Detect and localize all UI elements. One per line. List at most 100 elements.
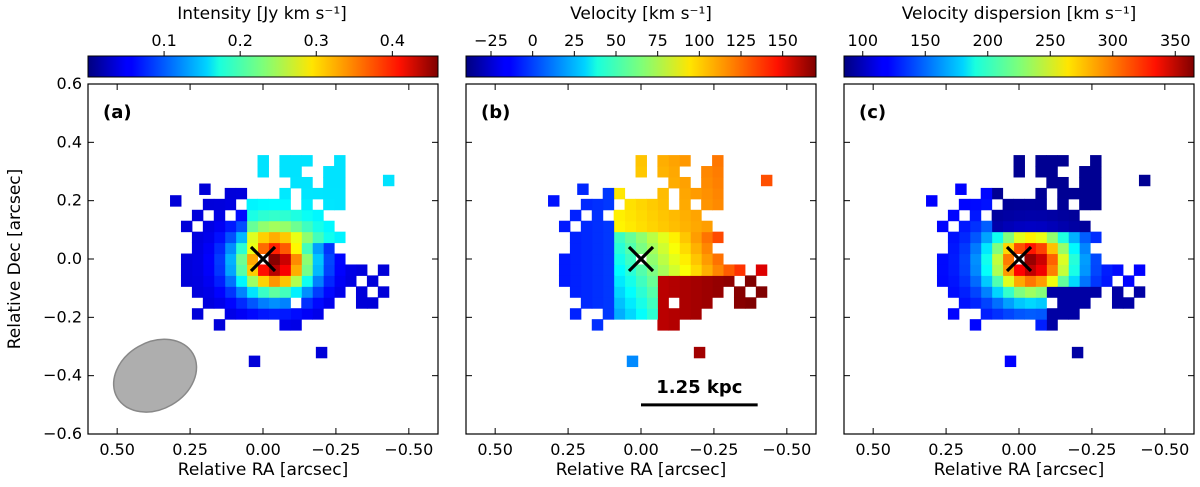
heatmap-cell — [701, 253, 713, 265]
heatmap-cell — [613, 242, 626, 255]
x-tick-label: −0.50 — [1140, 440, 1189, 459]
heatmap-cell — [301, 231, 313, 244]
beam-ellipse — [112, 338, 198, 413]
heatmap-cell — [668, 220, 680, 233]
heatmap-cell — [624, 209, 637, 222]
heatmap-cell — [345, 275, 357, 287]
heatmap-cell — [268, 231, 280, 244]
heatmap-cell — [323, 275, 335, 287]
heatmap-cell — [577, 183, 589, 195]
colorbar-label-a: Intensity [Jy km s⁻¹] — [177, 4, 347, 24]
heatmap-cell — [602, 275, 615, 287]
heatmap-cell — [290, 264, 302, 276]
panel-c: Velocity dispersion [km s⁻¹] 100 150 200 25… — [843, 4, 1195, 480]
heatmap-cell — [635, 286, 647, 298]
heatmap-cell — [301, 286, 313, 298]
heatmap-cell — [213, 220, 226, 233]
heatmap-cell — [657, 155, 669, 167]
heatmap-cell — [580, 231, 593, 244]
heatmap-cell — [679, 242, 691, 255]
heatmap-cell — [1057, 242, 1069, 255]
heatmap-cell — [224, 198, 237, 211]
heatmap-cell — [224, 187, 237, 200]
heatmap-cell — [991, 209, 1004, 222]
heatmap-cell — [701, 176, 713, 189]
x-tick-label: −0.25 — [311, 440, 360, 459]
heatmap-cell — [1013, 198, 1025, 211]
heatmap-cell — [1024, 253, 1036, 265]
heatmap-cell — [301, 275, 313, 287]
heatmap-cell — [257, 264, 269, 276]
heatmap-cell — [290, 166, 302, 178]
heatmap-cell — [224, 286, 237, 298]
colorbar-tick-label: −25 — [474, 31, 508, 50]
heatmap-cell — [1068, 253, 1080, 265]
heatmap-cell — [712, 231, 724, 244]
heatmap-cell — [624, 253, 637, 265]
colorbar-tick-label: 100 — [847, 31, 878, 50]
x-tick-label: 0.00 — [1001, 440, 1037, 459]
heatmap-cell — [1035, 297, 1047, 309]
heatmap-cell — [202, 231, 215, 244]
heatmap-cell — [980, 198, 993, 211]
heatmap-cell — [947, 231, 960, 244]
heatmap-cell — [624, 286, 637, 298]
heatmap-cell — [290, 209, 302, 222]
heatmap-cell — [246, 275, 259, 287]
heatmap-cell — [936, 253, 949, 265]
heatmap-cell — [558, 220, 571, 233]
heatmap-cell — [355, 286, 368, 298]
heatmap-cell — [991, 264, 1004, 276]
heatmap-cell — [613, 209, 626, 222]
colorbar-tick-label: 0 — [528, 31, 538, 50]
heatmap-cell — [1101, 264, 1113, 276]
heatmap-cell — [213, 297, 226, 309]
heatmap-cell — [635, 275, 647, 287]
heatmap-cell — [690, 187, 702, 200]
heatmap-cell — [1035, 242, 1047, 255]
heatmap-cell — [290, 155, 302, 167]
heatmap-cell — [1068, 264, 1080, 276]
heatmap-cell — [558, 253, 571, 265]
heatmap-cell — [958, 198, 971, 211]
colorbar-tick-label: 300 — [1097, 31, 1128, 50]
heatmap-cell — [635, 198, 647, 211]
heatmap-cell — [257, 166, 269, 178]
heatmap-cell — [635, 231, 647, 244]
heatmap-cell — [591, 231, 604, 244]
heatmap-cell — [1090, 187, 1102, 200]
heatmap-cell — [668, 286, 680, 298]
heatmap-cell — [246, 286, 259, 298]
x-axis-ticks-b: 0.50 0.25 0.00 −0.25 −0.50 — [477, 84, 811, 459]
heatmap-cell — [558, 264, 571, 276]
heatmap-cell — [701, 198, 713, 211]
heatmap-cell — [624, 220, 637, 233]
heatmap-cell — [969, 231, 982, 244]
heatmap-cell — [668, 275, 680, 287]
heatmap-cell — [1024, 209, 1036, 222]
y-tick-label: −0.2 — [43, 307, 82, 326]
heatmap-cell — [1046, 166, 1058, 178]
heatmap-cell — [279, 286, 291, 298]
heatmap-cell — [1002, 308, 1015, 320]
heatmap-cell — [969, 264, 982, 276]
heatmap-cell — [1068, 297, 1080, 309]
heatmap-cell — [723, 264, 735, 276]
colorbar-tick-label: 0.1 — [151, 31, 176, 50]
heatmap-cell — [701, 264, 713, 276]
heatmap-cell — [991, 308, 1004, 320]
heatmap-cell — [382, 174, 395, 187]
heatmap-cell — [613, 187, 626, 200]
heatmap-cell — [613, 220, 626, 233]
heatmap-cell — [980, 297, 993, 309]
x-tick-label: 0.25 — [172, 440, 208, 459]
heatmap-cell — [1002, 253, 1015, 265]
heatmap-cell — [1079, 275, 1091, 287]
heatmap-cell — [679, 275, 691, 287]
heatmap-cell — [668, 242, 680, 255]
heatmap-cell — [1024, 286, 1036, 298]
heatmap-cell — [1035, 166, 1047, 178]
heatmap-cell — [602, 253, 615, 265]
heatmap-cell — [635, 264, 647, 276]
heatmap-cell — [1068, 220, 1080, 233]
